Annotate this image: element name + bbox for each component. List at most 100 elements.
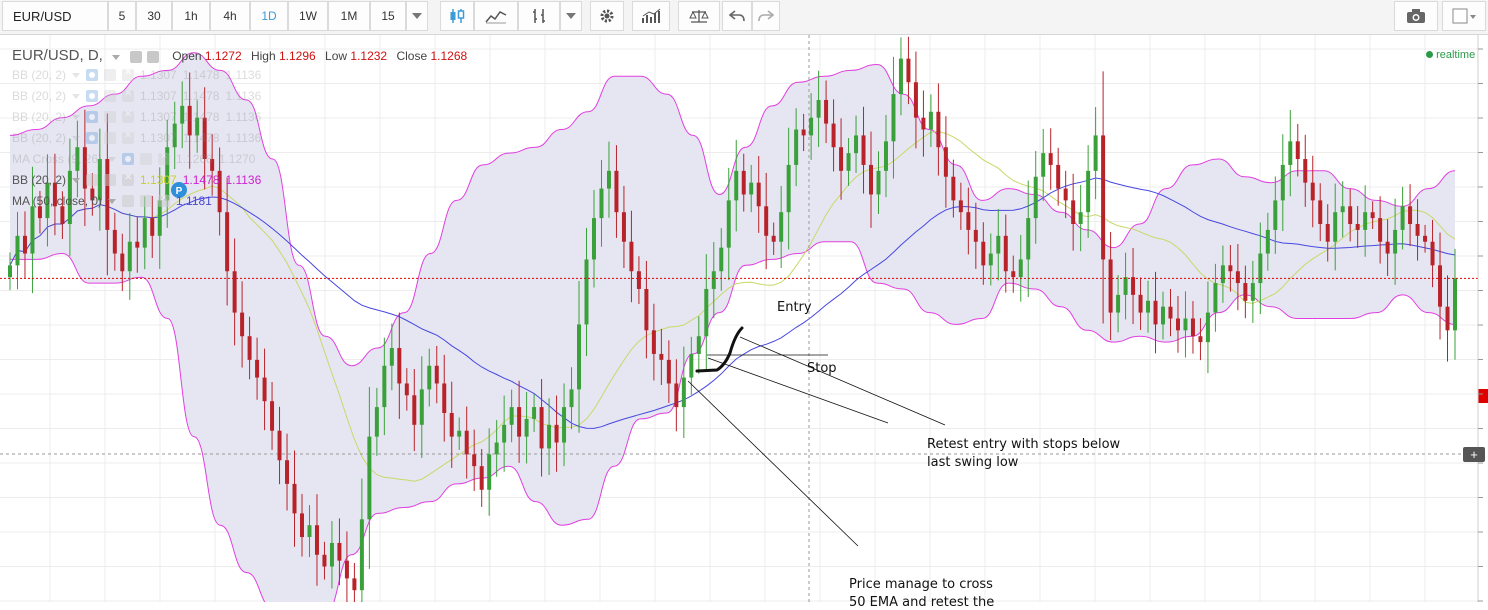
eye-icon[interactable] [86, 69, 99, 81]
eye-icon[interactable] [86, 132, 99, 144]
chevron-down-icon[interactable] [72, 72, 81, 78]
candle [30, 166, 35, 294]
candles-style-button[interactable] [440, 1, 474, 31]
candle [794, 108, 799, 187]
interval-1d-button[interactable]: 1D [250, 1, 288, 31]
candle [397, 312, 402, 419]
symbol-input[interactable]: EUR/USD [2, 1, 108, 31]
chevron-down-icon[interactable] [72, 177, 81, 183]
retest-line [707, 357, 889, 424]
indicator-row-bb-active[interactable]: BB (20, 2) 1.1307 1.1478 1.1136 [12, 172, 262, 187]
indicator-value: 1.1136 [225, 173, 262, 187]
gear-icon[interactable] [140, 195, 153, 207]
candle [142, 196, 147, 270]
compare-button[interactable] [518, 1, 560, 31]
candle [1295, 123, 1300, 177]
indicator-value: 1.1181 [176, 194, 212, 208]
candle [45, 154, 50, 247]
candle [37, 190, 42, 234]
screenshot-button[interactable] [1394, 1, 1438, 31]
interval-30-button[interactable]: 30 [136, 1, 172, 31]
chevron-down-icon[interactable] [72, 93, 81, 99]
gear-icon[interactable] [104, 90, 117, 102]
compare-scale-button[interactable] [678, 1, 720, 31]
eye-icon[interactable] [122, 153, 135, 165]
candle [427, 348, 432, 407]
retest-annotation-line2: last swing low [927, 455, 1019, 470]
interval-15-button[interactable]: 15 [370, 1, 406, 31]
gear-icon[interactable] [104, 69, 117, 81]
indicator-row-ma50[interactable]: MA (50, close, 0) 1.1181 [12, 193, 212, 208]
interval-4h-button[interactable]: 4h [210, 1, 250, 31]
eye-icon[interactable] [122, 195, 135, 207]
indicators-button[interactable] [632, 1, 670, 31]
candle [240, 281, 245, 368]
interval-dropdown-button[interactable] [406, 1, 428, 31]
close-icon[interactable] [158, 193, 171, 207]
gear-icon[interactable] [104, 111, 117, 123]
candle [479, 449, 484, 507]
candle [1310, 155, 1315, 228]
candle [719, 228, 724, 291]
indicator-row-bb-2[interactable]: BB (20, 2) 1.1307 1.1478 1.1136 [12, 88, 261, 103]
gear-icon[interactable] [129, 50, 142, 63]
undo-button[interactable] [722, 1, 752, 31]
candle [988, 233, 993, 286]
candle [577, 280, 582, 433]
candle [921, 90, 926, 157]
settings-button[interactable] [590, 1, 624, 31]
candle [285, 433, 290, 511]
interval-1w-button[interactable]: 1W [288, 1, 328, 31]
close-icon[interactable] [158, 151, 171, 165]
candle [1265, 212, 1270, 271]
indicator-row-ma-cross[interactable]: MA Cross (9, 26) 1.1268 1.1270 [12, 151, 255, 166]
candle [1018, 234, 1023, 302]
candle [547, 398, 552, 476]
candle [322, 541, 327, 580]
gear-icon[interactable] [140, 153, 153, 165]
add-scale-button[interactable] [1463, 447, 1485, 462]
position-marker[interactable]: P [171, 182, 187, 198]
fullscreen-button[interactable] [1442, 1, 1486, 31]
area-style-button[interactable] [474, 1, 518, 31]
candle [981, 222, 986, 285]
candle [502, 395, 507, 472]
close-icon[interactable] [122, 88, 135, 102]
realtime-label: realtime [1436, 49, 1476, 61]
price-chart[interactable]: + P [0, 35, 1488, 602]
candle [936, 83, 941, 176]
candle [22, 211, 27, 279]
candle [225, 177, 230, 306]
indicator-row-bb-4[interactable]: BB (20, 2) 1.1307 1.1478 1.1136 [12, 130, 261, 145]
close-icon[interactable] [122, 172, 135, 186]
candle [1063, 170, 1068, 219]
gear-icon[interactable] [104, 132, 117, 144]
candle [779, 185, 784, 269]
chevron-down-icon[interactable] [112, 55, 121, 60]
candle [532, 394, 537, 432]
gear-icon[interactable] [104, 174, 117, 186]
candle [389, 323, 394, 391]
indicator-row-bb-3[interactable]: BB (20, 2) 1.1307 1.1478 1.1136 [12, 109, 261, 124]
close-icon[interactable] [122, 67, 135, 81]
eye-icon[interactable] [86, 111, 99, 123]
chevron-down-icon[interactable] [72, 135, 81, 141]
close-icon[interactable] [122, 109, 135, 123]
chevron-down-icon[interactable] [72, 114, 81, 120]
eye-icon[interactable] [86, 90, 99, 102]
chevron-down-icon[interactable] [108, 156, 117, 162]
eye-icon[interactable] [86, 174, 99, 186]
interval-5-button[interactable]: 5 [108, 1, 136, 31]
gear-icon[interactable] [146, 50, 159, 63]
redo-button[interactable] [752, 1, 780, 31]
candle [1325, 204, 1330, 262]
indicator-row-bb-1[interactable]: BB (20, 2) 1.1307 1.1478 1.1136 [12, 67, 261, 82]
indicator-name: MA (50, close, 0) [12, 194, 103, 208]
interval-1h-button[interactable]: 1h [172, 1, 210, 31]
close-icon[interactable] [122, 130, 135, 144]
chevron-down-icon[interactable] [108, 198, 117, 204]
candle [1190, 301, 1195, 354]
interval-1m-button[interactable]: 1M [328, 1, 370, 31]
style-dropdown-button[interactable] [560, 1, 582, 31]
candle [928, 94, 933, 147]
